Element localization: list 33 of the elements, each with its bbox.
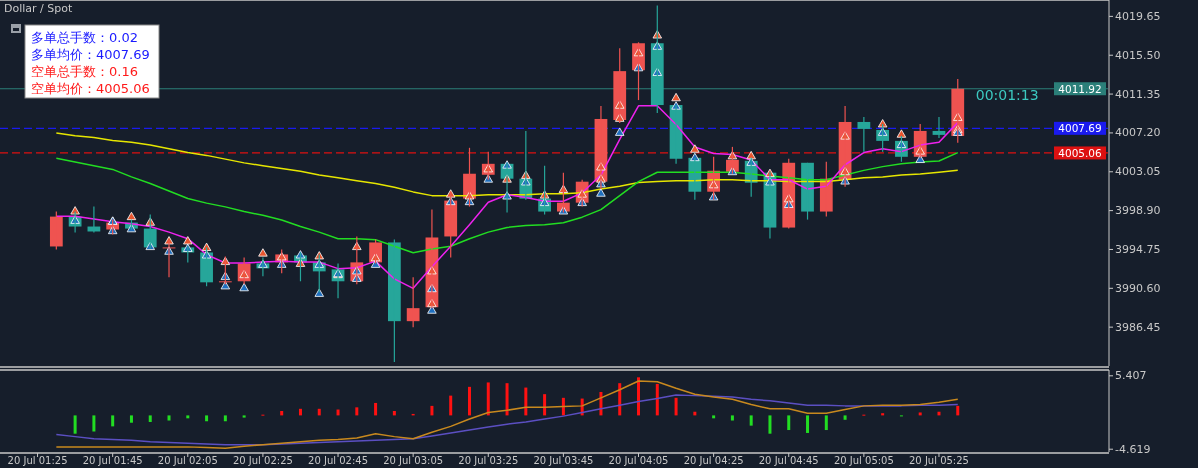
x-tick-label: 20 Jul 05:25 <box>909 455 969 466</box>
x-tick-label: 20 Jul 05:05 <box>833 455 894 466</box>
y-tick-label: 4011.35 <box>1115 87 1161 101</box>
y-tick-label: 5.407 <box>1115 369 1147 383</box>
chart-title: Dollar / Spot <box>4 2 73 15</box>
annotation: 多单总手数：0.02 <box>31 30 138 45</box>
x-tick-label: 20 Jul 02:05 <box>157 455 218 466</box>
x-tick-label: 20 Jul 03:45 <box>533 455 594 466</box>
y-tick-label: 3998.90 <box>1115 204 1161 218</box>
x-tick-label: 20 Jul 01:45 <box>82 455 143 466</box>
x-tick-label: 20 Jul 04:45 <box>758 455 819 466</box>
ref-line-label: 4007.69 <box>1058 122 1102 135</box>
x-tick-label: 20 Jul 04:25 <box>683 455 744 466</box>
x-tick-label: 20 Jul 04:05 <box>608 455 669 466</box>
x-tick-label: 20 Jul 03:25 <box>458 455 519 466</box>
text: 00:01:13 <box>975 87 1039 103</box>
ref-line-label: 4011.92 <box>1058 82 1102 95</box>
annotation: 多单均价：4007.69 <box>31 47 150 62</box>
y-tick-label: 3986.45 <box>1115 320 1161 334</box>
y-tick-label: 4015.50 <box>1115 48 1161 62</box>
y-tick-label: 4019.65 <box>1115 9 1161 23</box>
x-tick-label: 20 Jul 02:45 <box>308 455 369 466</box>
y-tick-label: 3990.60 <box>1115 281 1161 295</box>
y-tick-label: 4007.20 <box>1115 126 1161 140</box>
x-tick-label: 20 Jul 03:05 <box>383 455 444 466</box>
ref-line-label: 4005.06 <box>1058 146 1103 159</box>
annotation: 空单总手数：0.16 <box>31 64 138 79</box>
y-tick-label: 3994.75 <box>1115 242 1161 256</box>
annotation: 空单均价：4005.06 <box>31 81 150 96</box>
x-tick-label: 20 Jul 02:25 <box>232 455 293 466</box>
y-tick-label: -4.619 <box>1115 442 1151 456</box>
y-tick-label: 4003.05 <box>1115 165 1161 179</box>
x-tick-label: 20 Jul 01:25 <box>7 455 68 466</box>
